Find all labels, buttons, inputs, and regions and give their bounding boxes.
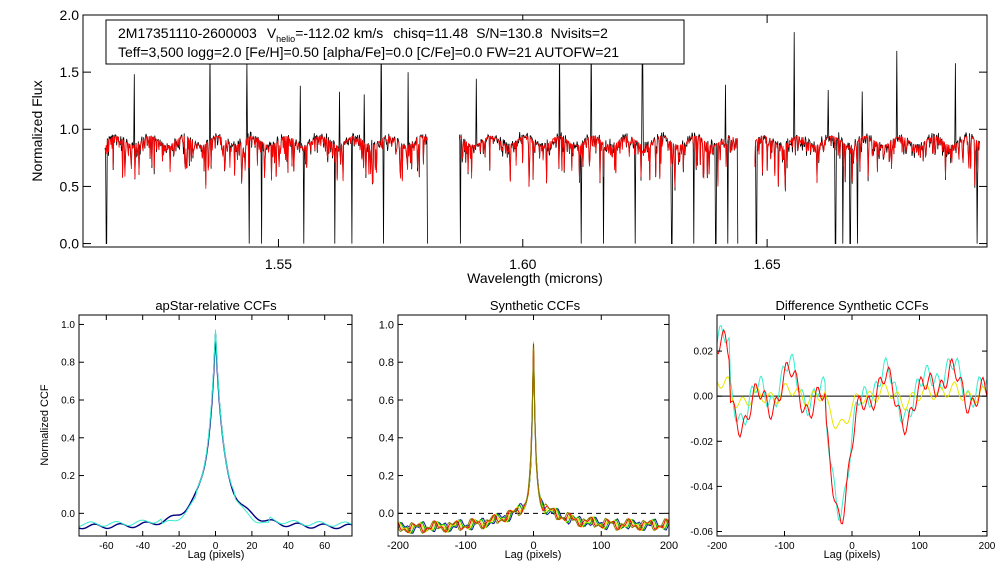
spectrum-ytick-label: 2.0 [60,7,80,23]
synthetic_ccf-ytick-label: 0.8 [379,357,394,369]
apstar_ccf-xtick-label: 20 [246,541,258,552]
spectrum-plot-frame [82,14,988,248]
spectrum-xtick-label: 1.55 [265,256,292,272]
apstar_ccf-xtick-label: -40 [135,541,150,552]
synthetic-ccf-ticks: -200 -100 0 100 200 0.0 0.2 0.4 0.6 0.8 1.0 [379,315,678,552]
nvisits-value: Nvisits=2 [551,25,608,41]
spectrum-synthetic-line [459,135,739,188]
star-id: 2M17351110-2600003 [118,25,257,41]
apstar-ccf-panel: apStar-relative CCFs -60 -40 -20 0 20 40 60 0.0… [39,298,353,561]
spectrum-ytick-label: 1.0 [60,121,80,137]
difference-ccf-plot-frame [716,314,988,537]
difference_ccf-xtick-label: 100 [911,541,928,552]
apstar_ccf-ytick-label: 0.6 [61,396,75,407]
spectrum-xtick-label: 1.60 [509,256,536,272]
synthetic_ccf-xtick-label: 200 [660,540,678,552]
synthetic_ccf-xtick-label: -100 [455,540,477,552]
synthetic-ccf-title: Synthetic CCFs [490,298,581,313]
vhelio-symbol: V [267,25,277,41]
difference_ccf-xtick-label: -200 [707,541,727,552]
difference-ccf-ticks: -200 -100 0 100 200 -0.06 -0.04 -0.02 0.00 0.02 [690,315,996,552]
apstar_ccf-ytick-label: 0.2 [61,471,75,482]
synthetic_ccf-ytick-label: 0.0 [379,508,394,520]
synthetic_ccf-xtick-label: 0 [530,540,536,552]
apstar_ccf-ytick-label: 0.4 [61,433,75,444]
synthetic_ccf-xtick-label: 100 [592,540,610,552]
difference_ccf-xtick-label: 0 [849,541,855,552]
spectrum-lines [104,28,980,244]
snr-value: S/N=130.8 [476,25,543,41]
apstar-ccf-line-2 [78,329,353,527]
annotation-line-1: 2M17351110-2600003 Vhelio=-112.02 km/s chi… [118,25,608,44]
synthetic-ccf-x-axis-label: Lag (pixels) [505,549,562,561]
apstar-ccf-x-axis-label: Lag (pixels) [188,549,245,561]
synthetic_ccf-ytick-label: 1.0 [379,319,394,331]
apstar_ccf-xtick-label: 0 [213,541,219,552]
spectrum-xtick-label: 1.65 [753,256,780,272]
apstar_ccf-xtick-label: -60 [99,541,114,552]
difference_ccf-xtick-label: 200 [979,541,996,552]
spectrum-ytick-label: 1.5 [60,64,80,80]
spectrum-series-layer [104,28,980,244]
difference-ccf-line-2 [717,375,987,430]
difference_ccf-ytick-label: -0.04 [690,482,713,493]
apstar_ccf-xtick-label: 60 [319,541,331,552]
synthetic-ccf-series-layer [397,341,670,534]
apstar-ccf-ticks: -60 -40 -20 0 20 40 60 0.0 0.2 0.4 0.6 0.8 1.0 [61,315,352,552]
apstar_ccf-xtick-label: -20 [172,541,187,552]
difference-ccf-title: Difference Synthetic CCFs [776,298,929,313]
synthetic-ccf-panel: Synthetic CCFs -200 -100 0 100 200 0.0 0.2 0.4 0… [379,298,678,561]
chisq-value: chisq=11.48 [393,25,468,41]
synthetic-ccf-line-4 [397,343,670,534]
vhelio-value: =-112.02 km/s [295,25,383,41]
apstar_ccf-xtick-label: 40 [283,541,295,552]
apstar_ccf-ytick-label: 0.0 [61,509,75,520]
difference-ccf-line-1 [717,324,987,522]
synthetic_ccf-ytick-label: 0.4 [379,433,394,445]
spectrum-ticks: 1.55 1.60 1.65 0.0 0.5 1.0 1.5 2.0 [60,7,987,272]
synthetic-ccf-line-5 [397,347,670,534]
apstar-ccf-series-layer [78,329,353,530]
spectrum-y-axis-label: Normalized Flux [29,80,45,181]
difference_ccf-ytick-label: 0.02 [694,347,714,358]
spectrum-panel: 1.55 1.60 1.65 0.0 0.5 1.0 1.5 2.0 2M17351110-2… [29,7,988,286]
apstar-ccf-title: apStar-relative CCFs [155,298,277,313]
vhelio-subscript: helio [276,34,295,44]
spectrum-annotation-box [105,19,685,65]
spectrum-synthetic-line [754,135,980,192]
synthetic_ccf-ytick-label: 0.6 [379,395,394,407]
spectrum-x-axis-label: Wavelength (microns) [467,270,603,286]
difference_ccf-ytick-label: 0.00 [694,392,714,403]
apstar_ccf-ytick-label: 0.8 [61,358,75,369]
difference-ccf-line-3 [717,328,987,525]
spectrum-ytick-label: 0.0 [60,235,80,251]
spectrum-ytick-label: 0.5 [60,178,80,194]
apstar-ccf-line-1 [78,333,353,530]
difference-ccf-lines [717,324,987,525]
difference_ccf-ytick-label: -0.06 [690,527,713,538]
difference_ccf-ytick-label: -0.02 [690,437,713,448]
difference_ccf-xtick-label: -100 [774,541,794,552]
difference-ccf-panel: Difference Synthetic CCFs -200 -100 0 100 20… [690,298,996,561]
synthetic_ccf-xtick-label: -200 [387,540,409,552]
apstar-ccf-y-axis-label: Normalized CCF [39,384,51,466]
synthetic_ccf-ytick-label: 0.2 [379,470,394,482]
difference-ccf-series-layer [717,324,987,525]
apstar_ccf-ytick-label: 1.0 [61,320,75,331]
spectrum-synthetic-line [104,135,428,189]
annotation-line-2: Teff=3,500 logg=2.0 [Fe/H]=0.50 [alpha/F… [118,44,619,60]
difference-ccf-x-axis-label: Lag (pixels) [824,549,881,561]
